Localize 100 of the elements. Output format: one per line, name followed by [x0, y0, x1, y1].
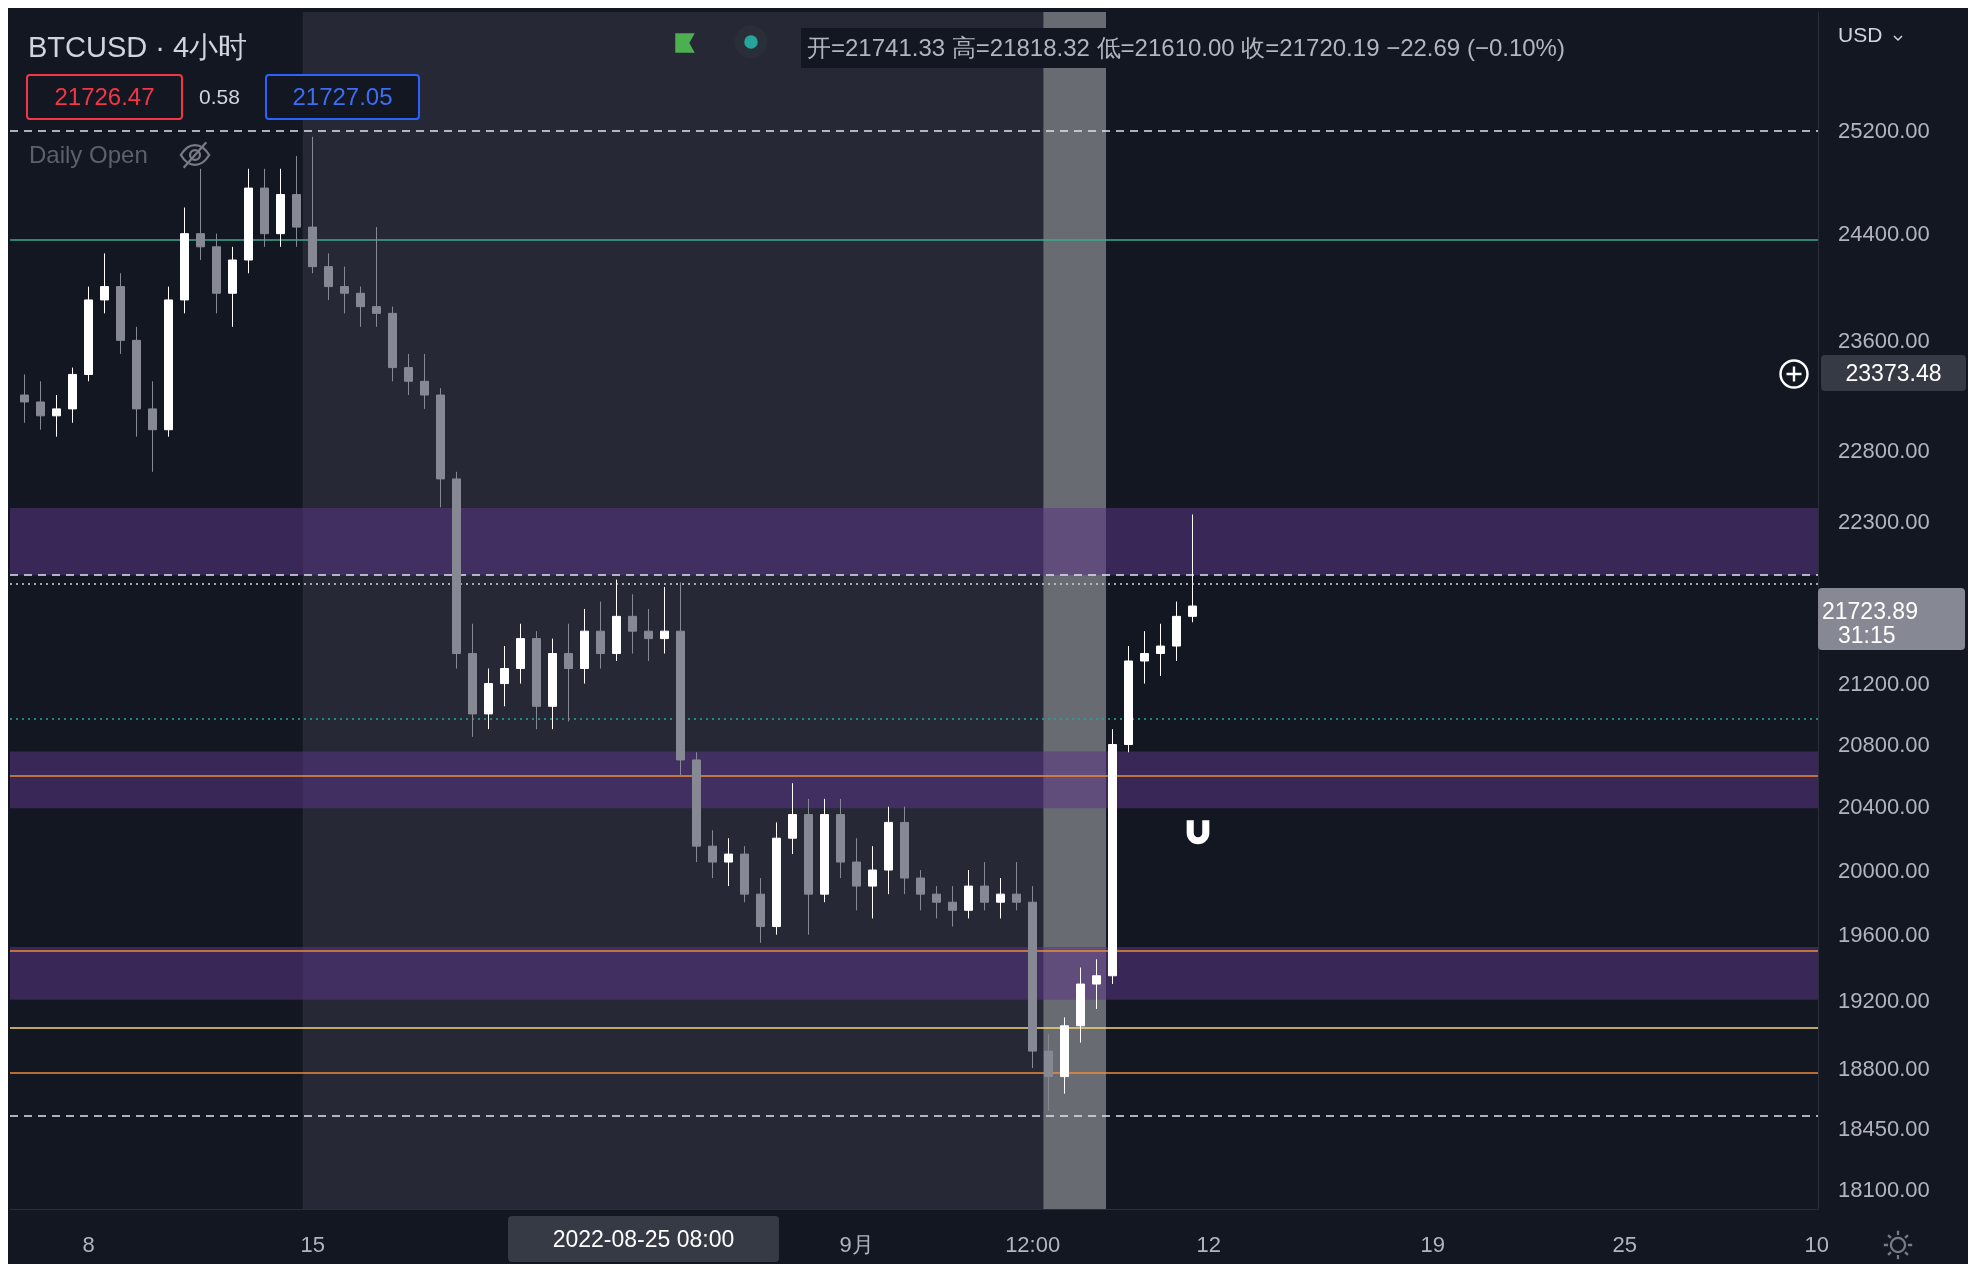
- candlestick: [292, 155, 301, 248]
- candlestick: [468, 623, 477, 738]
- y-tick-label: 18800.00: [1838, 1055, 1930, 1081]
- candlestick: [980, 861, 989, 911]
- candlestick: [68, 367, 77, 424]
- candlestick: [1092, 958, 1101, 1010]
- candlestick: [372, 226, 381, 328]
- candlestick: [260, 168, 269, 248]
- y-tick-label: 18100.00: [1838, 1176, 1930, 1202]
- y-tick-label: 18450.00: [1838, 1115, 1930, 1141]
- candlestick: [196, 168, 205, 261]
- x-tick-label: 12:00: [1005, 1231, 1061, 1257]
- candlestick: [1188, 514, 1197, 623]
- candlestick: [452, 471, 461, 670]
- candlestick: [836, 798, 845, 879]
- annotation: 0.58: [199, 84, 240, 110]
- candlestick: [132, 326, 141, 438]
- x-tick-label: 25: [1612, 1231, 1637, 1257]
- candlestick: [36, 380, 45, 431]
- y-tick-label: 20000.00: [1838, 857, 1930, 883]
- candlestick: [788, 782, 797, 855]
- candlestick: [628, 593, 637, 655]
- candlestick: [1124, 645, 1133, 753]
- text: 23373.48: [1821, 355, 1966, 391]
- candlestick: [116, 272, 125, 355]
- candlestick: [516, 623, 525, 685]
- candlestick: [148, 380, 157, 473]
- candlestick: [932, 885, 941, 919]
- candlestick: [564, 623, 573, 723]
- x-tick-label: 9月: [839, 1231, 874, 1257]
- annotation: 21727.05: [265, 74, 420, 120]
- y-tick-label: 20400.00: [1838, 794, 1930, 820]
- candlestick: [964, 869, 973, 919]
- candlestick: [164, 286, 173, 438]
- x-tick-label: 8: [82, 1231, 95, 1257]
- candlestick: [1060, 1016, 1069, 1095]
- candlestick: [1044, 1033, 1053, 1112]
- x-tick-label: 12: [1196, 1231, 1221, 1257]
- candlestick: [804, 798, 813, 936]
- candlestick: [1156, 623, 1165, 677]
- candlestick: [244, 168, 253, 274]
- y-tick-label: 23600.00: [1838, 327, 1930, 353]
- candlestick: [596, 601, 605, 670]
- x-tick-label: 10: [1804, 1231, 1829, 1257]
- candlestick: [212, 233, 221, 314]
- y-tick-label: 24400.00: [1838, 221, 1930, 247]
- candlestick: [340, 266, 349, 314]
- candlestick: [276, 168, 285, 248]
- candlestick: [756, 877, 765, 944]
- candlestick: [436, 387, 445, 508]
- candlestick: [100, 252, 109, 314]
- candlestick: [692, 751, 701, 863]
- candlestick: [1076, 967, 1085, 1044]
- annotation: 21726.47: [26, 74, 183, 120]
- candlestick: [868, 845, 877, 919]
- candlestick: [20, 373, 29, 424]
- candlestick: [644, 608, 653, 662]
- x-tick-label: 15: [300, 1231, 325, 1257]
- candlestick: [852, 837, 861, 911]
- candlestick: [420, 353, 429, 410]
- candlestick: [180, 207, 189, 314]
- text: BTCUSD · 4小时: [28, 30, 248, 65]
- candlestick: [612, 579, 621, 662]
- candlestick: [740, 845, 749, 903]
- candlestick: [548, 638, 557, 730]
- candlestick: [356, 286, 365, 328]
- y-tick-label: 25200.00: [1838, 117, 1930, 143]
- candlestick: [708, 829, 717, 879]
- candlestick: [772, 821, 781, 936]
- candlestick: [228, 246, 237, 328]
- y-tick-label: 22800.00: [1838, 438, 1930, 464]
- candlestick: [820, 798, 829, 903]
- candlestick: [1012, 861, 1021, 911]
- candlestick: [484, 668, 493, 730]
- candlestick: [884, 806, 893, 895]
- candlestick: [308, 136, 317, 274]
- candlestick: [580, 608, 589, 685]
- y-tick-label: 20800.00: [1838, 732, 1930, 758]
- candlestick: [324, 252, 333, 301]
- candlestick: [916, 869, 925, 911]
- y-tick-label: 22300.00: [1838, 509, 1930, 535]
- y-tick-label: 21200.00: [1838, 671, 1930, 697]
- text: USD: [1838, 22, 1883, 48]
- candlestick: [404, 353, 413, 396]
- candlestick: [500, 645, 509, 707]
- y-tick-label: 19200.00: [1838, 988, 1930, 1014]
- candlestick: [1172, 601, 1181, 662]
- x-tick-label: 19: [1420, 1231, 1445, 1257]
- candlestick: [1108, 728, 1117, 985]
- candlestick: [52, 394, 61, 438]
- candlestick: [532, 630, 541, 730]
- candlestick: [948, 885, 957, 928]
- candlestick: [388, 306, 397, 382]
- candlestick: [724, 837, 733, 887]
- candlestick: [84, 286, 93, 382]
- candlestick: [1028, 885, 1037, 1069]
- text: 开=21741.33 高=21818.32 低=21610.00 收=21720.19 −22.69 (−0.10%): [801, 28, 1571, 68]
- candlestick: [1140, 630, 1149, 685]
- annotation: Daily Open: [29, 140, 148, 170]
- candlestick: [660, 586, 669, 655]
